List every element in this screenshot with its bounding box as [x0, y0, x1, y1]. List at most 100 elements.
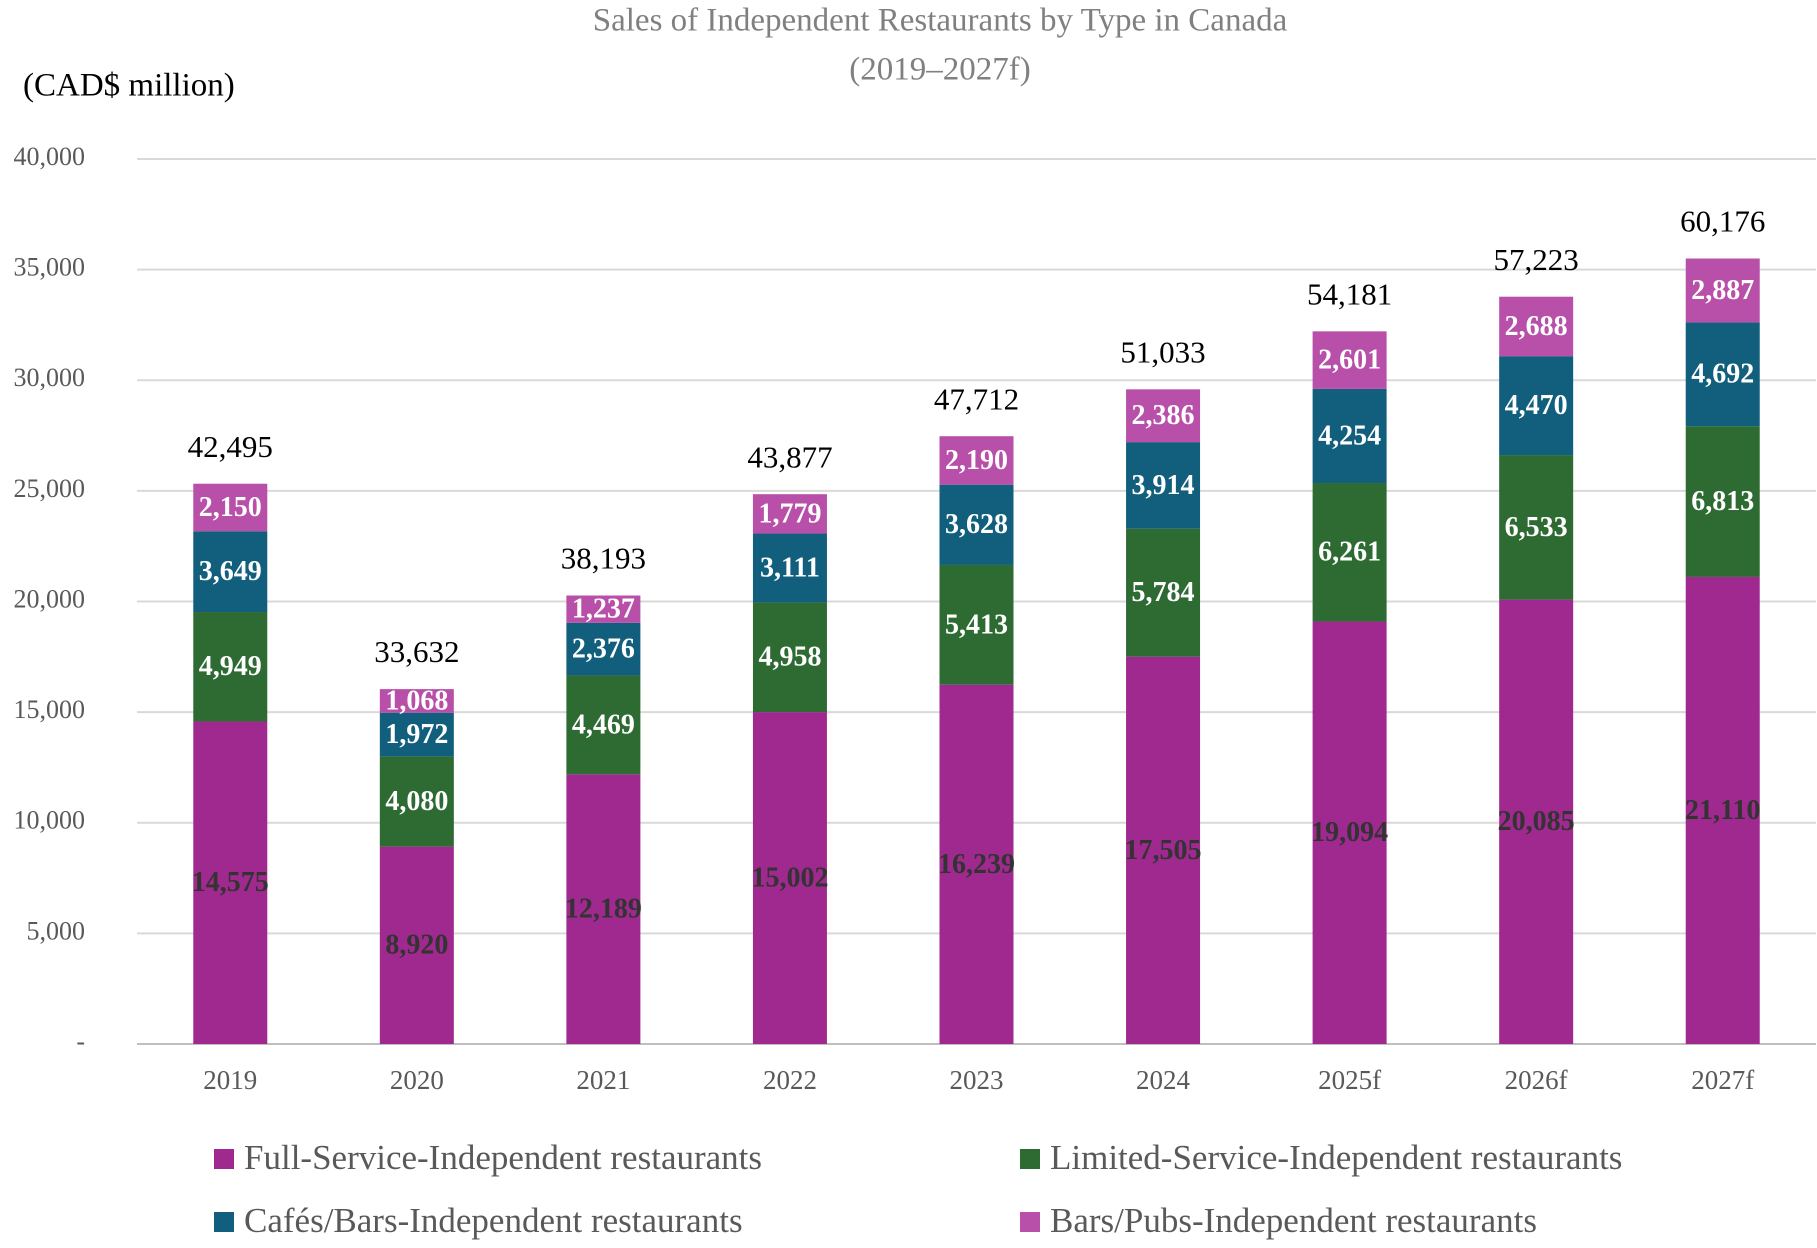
bar-segment: [379, 712, 454, 757]
data-label: 12,189: [565, 894, 642, 925]
chart-subtitle: (2019–2027f): [849, 52, 1030, 88]
legend-label: Bars/Pubs-Independent restaurants: [1050, 1201, 1537, 1240]
y-tick-label: -: [76, 1027, 85, 1056]
x-tick-label: 2020: [390, 1065, 444, 1095]
bar-segment: [939, 684, 1014, 1044]
data-label: 15,002: [751, 862, 828, 893]
bar-segment: [193, 721, 268, 1044]
data-label: 2,376: [572, 634, 635, 665]
bar-segment: [752, 494, 827, 534]
total-label: 47,712: [934, 381, 1019, 416]
y-tick-label: 20,000: [14, 584, 86, 613]
total-label: 43,877: [747, 439, 832, 474]
bar-segment: [1312, 331, 1387, 389]
total-label: 42,495: [188, 429, 273, 464]
bar-segment: [566, 595, 641, 623]
data-label: 17,505: [1125, 835, 1202, 866]
bar-segment: [752, 533, 827, 603]
legend-swatch: [1020, 1149, 1040, 1169]
bar-segment: [1312, 621, 1387, 1044]
bar-segment: [193, 612, 268, 722]
legend-swatch: [214, 1149, 234, 1169]
bar-segment: [1312, 388, 1387, 484]
data-label: 3,649: [199, 556, 262, 587]
data-label: 4,254: [1318, 420, 1381, 451]
data-label: 1,068: [385, 685, 448, 716]
data-label: 20,085: [1498, 806, 1575, 837]
bar-segment: [1685, 258, 1760, 323]
data-label: 6,533: [1505, 512, 1568, 543]
data-label: 14,575: [192, 867, 269, 898]
bar-segment: [1685, 322, 1760, 427]
legend-label: Limited-Service-Independent restaurants: [1050, 1138, 1622, 1177]
data-label: 4,949: [199, 651, 262, 682]
data-label: 2,386: [1132, 400, 1195, 431]
x-tick-label: 2019: [203, 1065, 257, 1095]
total-label: 51,033: [1120, 334, 1205, 369]
legend-label: Cafés/Bars-Independent restaurants: [244, 1201, 743, 1240]
y-tick-label: 35,000: [14, 253, 86, 282]
legend-swatch: [214, 1212, 234, 1232]
x-tick-label: 2022: [763, 1065, 817, 1095]
data-label: 3,628: [945, 509, 1008, 540]
data-label: 1,779: [758, 498, 821, 529]
bar-segment: [752, 602, 827, 713]
chart-title: Sales of Independent Restaurants by Type…: [593, 3, 1288, 39]
bar-segment: [566, 675, 641, 775]
bar-segment: [939, 484, 1014, 565]
bar-segment: [379, 756, 454, 847]
y-tick-label: 40,000: [14, 142, 86, 171]
data-label: 4,469: [572, 709, 635, 740]
bar-segment: [566, 622, 641, 676]
bar-segment: [566, 774, 641, 1044]
data-label: 5,413: [945, 609, 1008, 640]
data-label: 16,239: [938, 849, 1015, 880]
bar-segment: [1499, 356, 1574, 456]
data-label: 8,920: [385, 930, 448, 961]
total-label: 54,181: [1307, 276, 1392, 311]
data-label: 2,150: [199, 492, 262, 523]
y-tick-label: 15,000: [14, 695, 86, 724]
y-tick-label: 10,000: [14, 806, 86, 835]
data-label: 6,813: [1691, 486, 1754, 517]
bar-segment: [752, 712, 827, 1044]
bar-segment: [379, 689, 454, 713]
total-label: 57,223: [1494, 242, 1579, 277]
data-label: 2,190: [945, 445, 1008, 476]
y-axis-label: (CAD$ million): [23, 68, 235, 104]
bar-segment: [1499, 296, 1574, 357]
bar-segment: [1685, 426, 1760, 577]
data-label: 5,784: [1132, 577, 1195, 608]
data-label: 21,110: [1685, 795, 1760, 826]
y-tick-label: 5,000: [27, 916, 86, 945]
bar-segment: [1126, 389, 1201, 443]
data-label: 6,261: [1318, 537, 1381, 568]
y-tick-label: 25,000: [14, 474, 86, 503]
bar-segment: [939, 436, 1014, 485]
x-tick-label: 2026f: [1505, 1065, 1568, 1095]
bar-segment: [193, 483, 268, 532]
data-label: 19,094: [1311, 817, 1388, 848]
bar-segment: [939, 564, 1014, 685]
x-tick-label: 2025f: [1318, 1065, 1381, 1095]
data-label: 2,688: [1505, 311, 1568, 342]
x-tick-label: 2021: [576, 1065, 630, 1095]
x-tick-label: 2024: [1136, 1065, 1191, 1095]
x-tick-label: 2027f: [1691, 1065, 1754, 1095]
data-label: 1,237: [572, 594, 635, 625]
bar-segment: [1126, 442, 1201, 529]
bar-segment: [1499, 599, 1574, 1044]
legend-label: Full-Service-Independent restaurants: [244, 1138, 762, 1177]
data-label: 3,914: [1132, 470, 1195, 501]
bar-segment: [1126, 528, 1201, 657]
data-label: 2,601: [1318, 345, 1381, 376]
data-label: 4,080: [385, 786, 448, 817]
data-label: 4,958: [758, 642, 821, 673]
bar-segment: [1312, 483, 1387, 622]
data-label: 4,470: [1505, 390, 1568, 421]
total-label: 60,176: [1680, 204, 1765, 239]
data-label: 3,111: [760, 552, 820, 583]
total-label: 33,632: [374, 634, 459, 669]
bar-segment: [1685, 576, 1760, 1044]
